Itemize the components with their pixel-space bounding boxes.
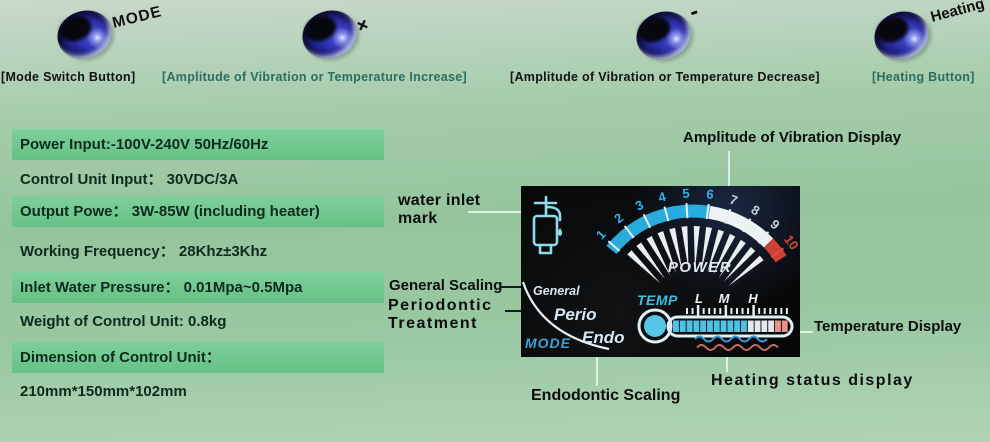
svg-text:1: 1 bbox=[593, 227, 609, 242]
general-scaling-label: General Scaling bbox=[389, 277, 503, 294]
temp-level-h: H bbox=[748, 291, 758, 306]
spec-control-unit-input: Control Unit Input： 30VDC/3A bbox=[20, 171, 239, 188]
water-tap-icon bbox=[532, 195, 563, 255]
heating-status-label: Heating status display bbox=[711, 372, 914, 389]
thermometer-segments bbox=[673, 320, 788, 332]
general-callout-line bbox=[501, 286, 528, 288]
heating-wave-red bbox=[696, 344, 779, 351]
svg-text:3: 3 bbox=[633, 197, 646, 214]
svg-text:2: 2 bbox=[611, 210, 626, 226]
mode-button-caption: [Mode Switch Button] bbox=[1, 70, 136, 84]
svg-text:5: 5 bbox=[682, 186, 690, 201]
spec-output-power: Output Powe： 3W-85W (including heater) bbox=[12, 196, 384, 227]
mode-endo: Endo bbox=[582, 328, 625, 347]
temp-label: TEMP bbox=[637, 292, 678, 308]
mode-word: MODE bbox=[525, 335, 571, 351]
svg-text:6: 6 bbox=[705, 186, 714, 202]
mode-general: General bbox=[533, 284, 580, 298]
mode-button-label: MODE bbox=[110, 3, 164, 32]
temp-level-l: L bbox=[695, 291, 703, 306]
heating-button-label: Heating bbox=[928, 0, 987, 26]
decrease-button-caption: [Amplitude of Vibration or Temperature D… bbox=[510, 70, 820, 84]
thermometer-bulb-fill bbox=[644, 315, 666, 337]
gauge-needle-wedges bbox=[627, 226, 764, 287]
temperature-display-label: Temperature Display bbox=[814, 318, 962, 335]
temperature-gauge: TEMP L M H bbox=[637, 291, 794, 351]
temp-ruler-ticks bbox=[686, 305, 788, 316]
spec-weight: Weight of Control Unit: 0.8kg bbox=[20, 313, 227, 330]
increase-button-label: + bbox=[351, 12, 373, 39]
mode-arc bbox=[521, 281, 610, 351]
power-label: POWER bbox=[668, 259, 732, 276]
temperature-callout-line bbox=[791, 331, 813, 333]
heating-button[interactable] bbox=[867, 4, 936, 67]
increase-button-caption: [Amplitude of Vibration or Temperature I… bbox=[162, 70, 467, 84]
decrease-button[interactable] bbox=[629, 4, 698, 67]
temp-level-m: M bbox=[719, 291, 731, 306]
svg-text:7: 7 bbox=[728, 192, 740, 209]
thermometer-tube bbox=[666, 315, 794, 338]
mode-section: General Perio Endo MODE bbox=[521, 281, 625, 351]
amplitude-display-label: Amplitude of Vibration Display bbox=[683, 129, 902, 146]
spec-power-input: Power Input:-100V-240V 50Hz/60Hz bbox=[12, 129, 384, 160]
gauge-ticks bbox=[607, 203, 785, 259]
spec-working-frequency: Working Frequency： 28Khz±3Khz bbox=[20, 243, 268, 260]
water-inlet-callout-line bbox=[468, 211, 528, 213]
spec-inlet-water-pressure: Inlet Water Pressure： 0.01Mpa~0.5Mpa bbox=[12, 272, 384, 303]
spec-dimension: Dimension of Control Unit： bbox=[12, 342, 384, 373]
svg-text:9: 9 bbox=[767, 216, 782, 232]
svg-text:4: 4 bbox=[657, 189, 669, 206]
water-inlet-mark-label: water inlet mark bbox=[398, 192, 481, 228]
svg-text:10: 10 bbox=[781, 232, 800, 253]
mode-perio: Perio bbox=[554, 305, 597, 324]
svg-text:8: 8 bbox=[749, 202, 763, 219]
heating-button-caption: [Heating Button] bbox=[872, 70, 975, 84]
mode-switch-button[interactable] bbox=[50, 3, 119, 66]
periodontic-treatment-label: Periodontic Treatment bbox=[388, 297, 493, 332]
endo-callout-line bbox=[596, 345, 598, 386]
heating-wave-blue bbox=[694, 335, 768, 343]
display-panel: 1 2 3 4 5 6 7 8 9 10 POWER TEMP L M H General bbox=[521, 186, 800, 357]
heating-callout-line bbox=[726, 353, 728, 372]
spec-dimension-value: 210mm*150mm*102mm bbox=[20, 383, 187, 400]
endodontic-scaling-label: Endodontic Scaling bbox=[531, 387, 681, 404]
